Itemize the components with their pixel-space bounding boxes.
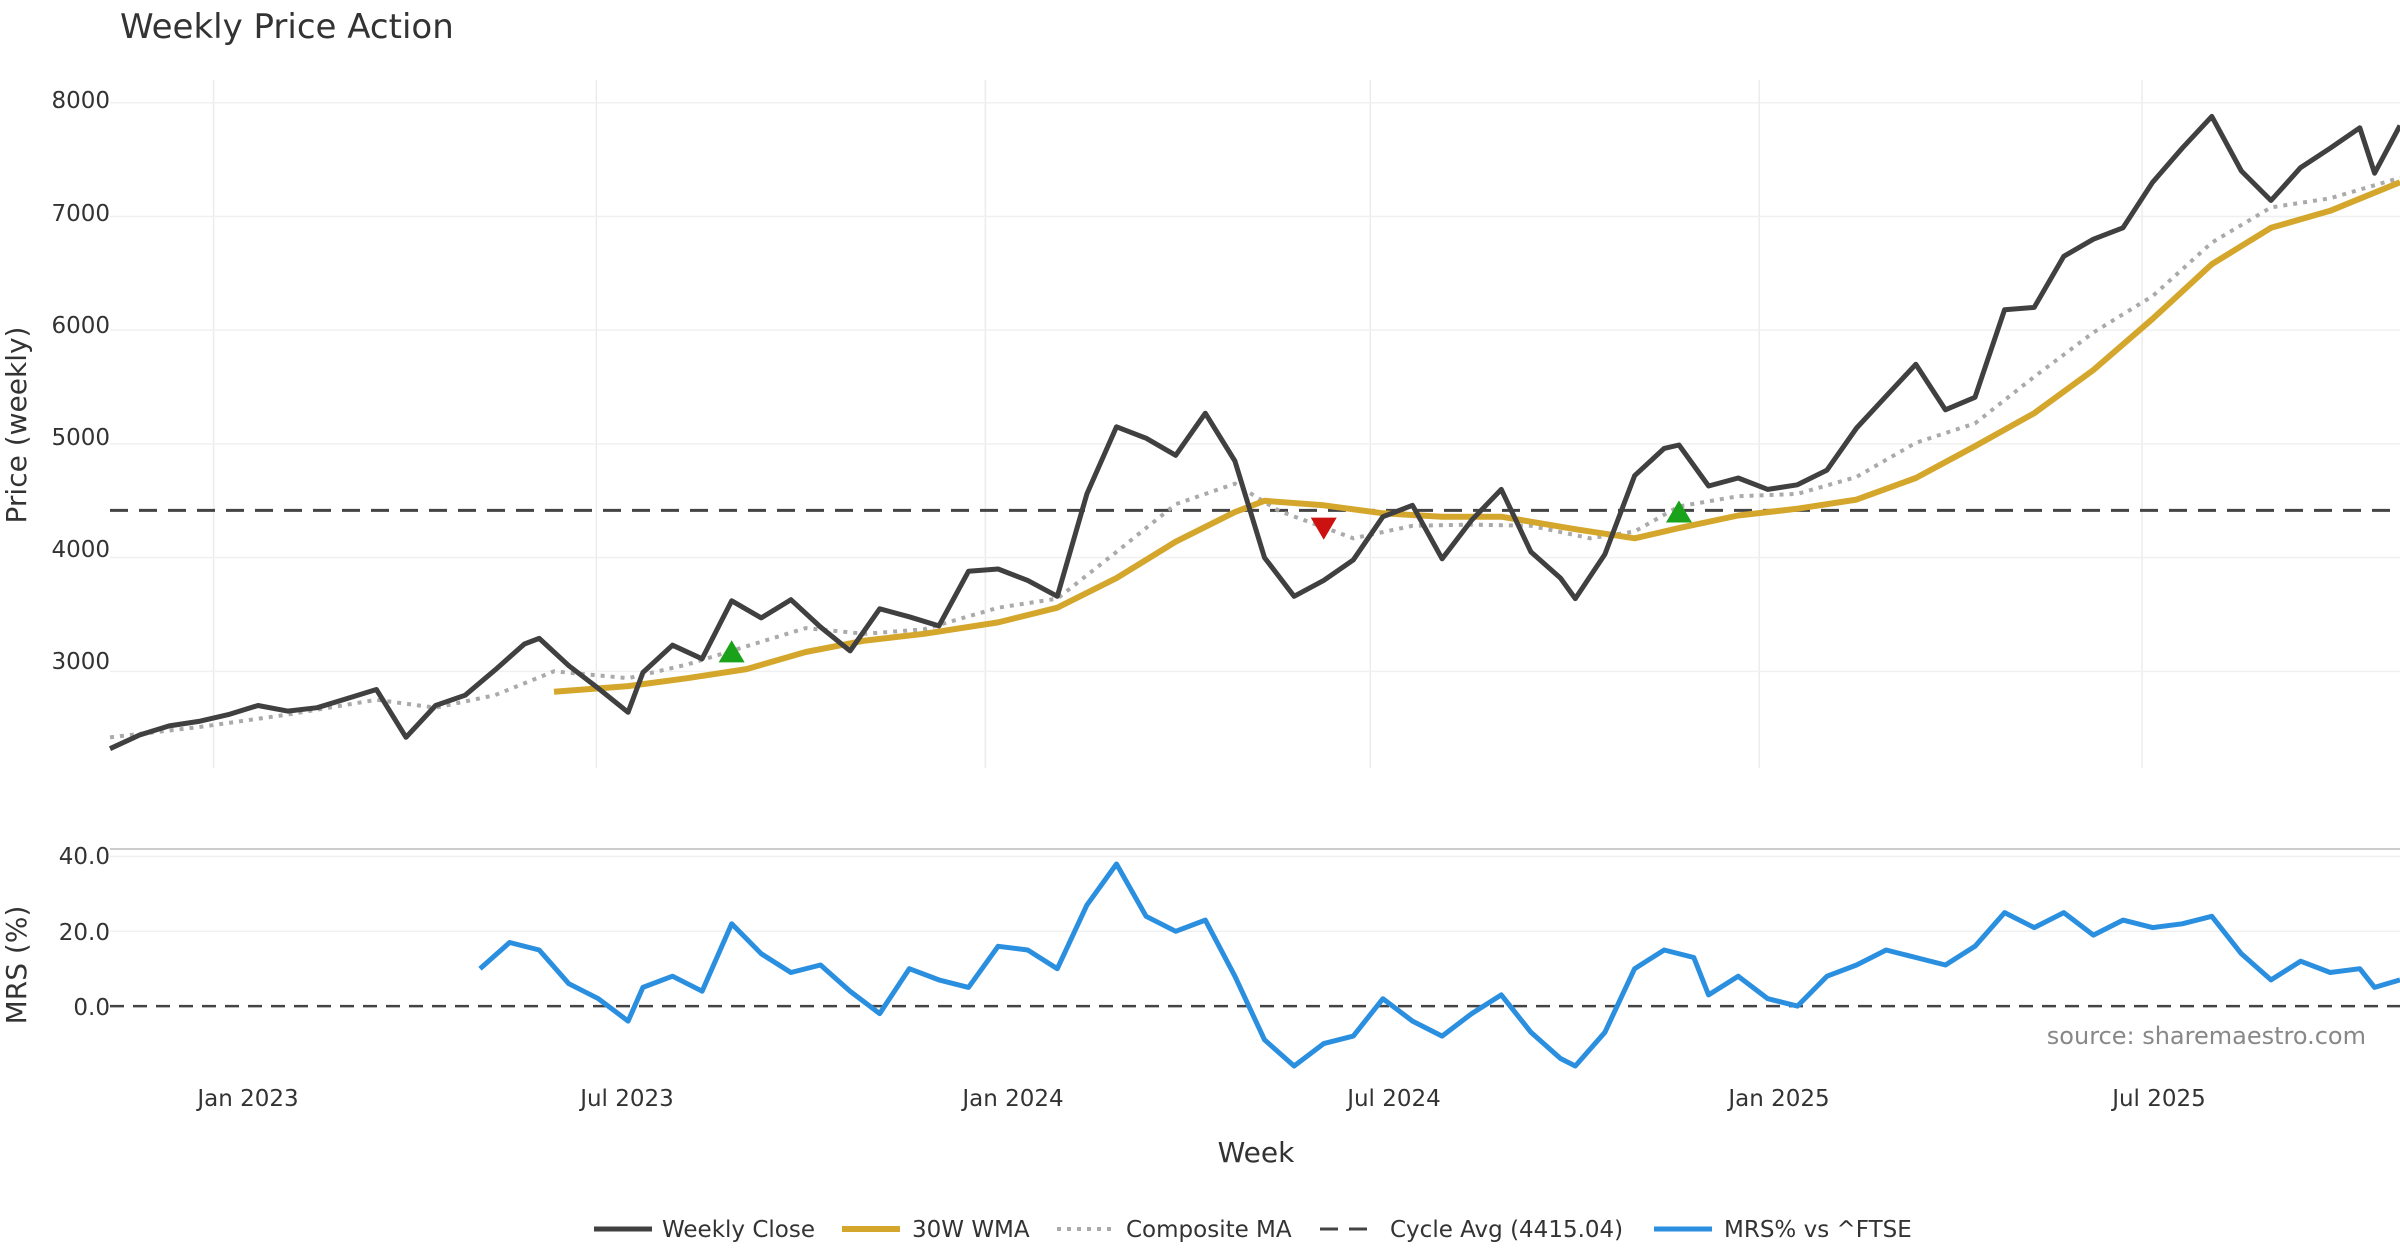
mrs-y-axis-title: MRS (%) — [0, 906, 33, 1025]
x-tick-jul-2024: Jul 2024 — [1345, 1086, 1441, 1112]
weekly-close-line — [108, 113, 2400, 751]
x-tick-jan-2025: Jan 2025 — [1726, 1086, 1829, 1112]
mrs-y-tick-20: 20.0 — [59, 920, 110, 946]
legend: Weekly Close 30W WMA Composite MA Cycle … — [594, 1217, 1912, 1243]
price-y-tick-4000: 4000 — [51, 537, 110, 563]
buy-signal-marker-2 — [1665, 500, 1692, 523]
mrs-line — [478, 861, 2400, 1069]
x-axis-title: Week — [1218, 1136, 1295, 1169]
price-y-tick-3000: 3000 — [51, 649, 110, 675]
x-tick-jul-2023: Jul 2023 — [578, 1086, 674, 1112]
legend-label-wma: 30W WMA — [912, 1217, 1030, 1243]
price-y-tick-labels: 8000 7000 6000 5000 4000 3000 — [51, 88, 110, 675]
price-y-tick-6000: 6000 — [51, 313, 110, 339]
source-note: source: sharemaestro.com — [2047, 1022, 2366, 1050]
price-y-tick-7000: 7000 — [51, 201, 110, 227]
x-tick-labels: Jan 2023 Jul 2023 Jan 2024 Jul 2024 Jan … — [195, 1086, 2205, 1112]
wma-line — [553, 179, 2400, 695]
price-y-axis-title: Price (weekly) — [0, 327, 33, 524]
horizontal-grid — [110, 101, 2400, 933]
legend-label-mrs: MRS% vs ^FTSE — [1724, 1217, 1912, 1243]
mrs-y-tick-0: 0.0 — [73, 995, 110, 1021]
composite-ma-line — [109, 175, 2400, 740]
mrs-y-tick-labels: 40.0 20.0 0.0 — [59, 844, 110, 1021]
signal-markers — [718, 500, 1692, 663]
legend-label-weekly-close: Weekly Close — [662, 1217, 815, 1243]
mrs-y-tick-40: 40.0 — [59, 844, 110, 870]
x-tick-jan-2024: Jan 2024 — [960, 1086, 1063, 1112]
sell-signal-marker-1 — [1310, 517, 1337, 540]
legend-label-cycle-avg: Cycle Avg (4415.04) — [1390, 1217, 1623, 1243]
x-tick-jan-2023: Jan 2023 — [195, 1086, 298, 1112]
x-tick-jul-2025: Jul 2025 — [2110, 1086, 2206, 1112]
chart-title: Weekly Price Action — [120, 7, 454, 47]
legend-label-composite-ma: Composite MA — [1126, 1217, 1292, 1243]
price-y-tick-5000: 5000 — [51, 425, 110, 451]
price-y-tick-8000: 8000 — [51, 88, 110, 114]
buy-signal-marker-0 — [718, 640, 745, 663]
